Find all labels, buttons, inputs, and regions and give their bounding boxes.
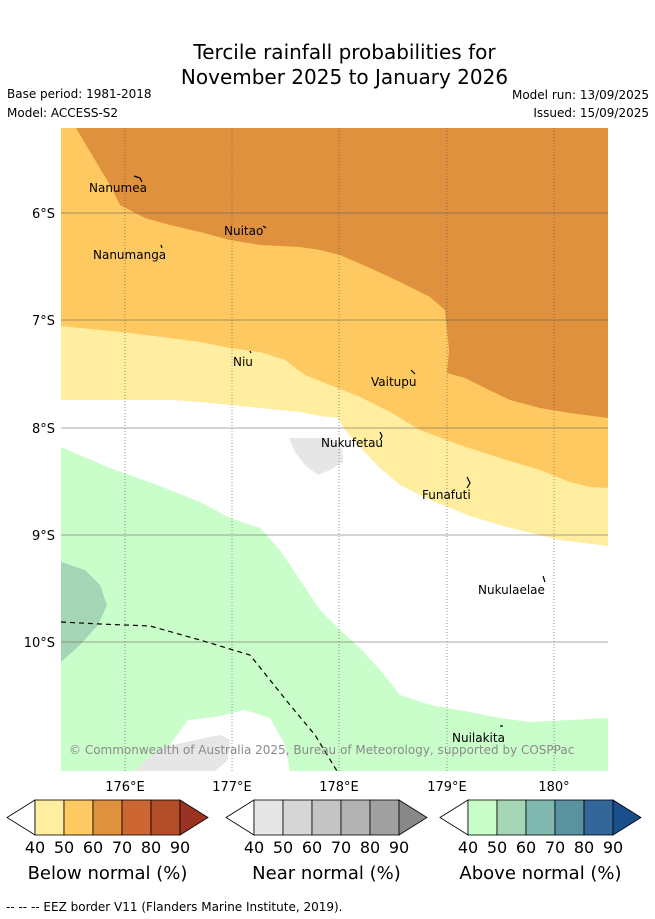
colorbar-extend-high (398, 799, 428, 836)
near-normal-50-patch (289, 438, 343, 475)
colorbar-segment (63, 799, 94, 836)
colorbar-tick-label: 50 (487, 838, 507, 857)
copyright-note: © Commonwealth of Australia 2025, Bureau… (69, 743, 574, 757)
eez-border (61, 621, 338, 771)
colorbar-tick-label: 90 (170, 838, 190, 857)
colorbar-segment (496, 799, 527, 836)
island-nanumea (133, 175, 143, 183)
colorbar-tick-label: 50 (273, 838, 293, 857)
colorbar-segment (369, 799, 400, 836)
island-vaitupu (410, 369, 416, 375)
above-normal-60-region (61, 562, 107, 662)
colorbar-1: 40 50 60 70 80 90 Near normal (%) (225, 799, 428, 884)
title-line-1: Tercile rainfall probabilities for (193, 40, 496, 64)
colorbar-tick-label: 70 (545, 838, 565, 857)
colorbar-2: 40 50 60 70 80 90 Above normal (%) (439, 799, 642, 884)
model-name: Model: ACCESS-S2 (7, 106, 119, 120)
colorbar-title: Below normal (%) (28, 863, 188, 884)
above-normal-50-region (61, 447, 608, 771)
colorbar-tick-label: 60 (516, 838, 536, 857)
lon-label: 180° (538, 780, 569, 795)
lat-label: 9°S (32, 529, 55, 544)
latitude-labels: 6°S 7°S 8°S 9°S 10°S (24, 207, 55, 651)
colorbar-tick-label: 80 (141, 838, 161, 857)
lat-label: 6°S (32, 207, 55, 222)
colorbar-tick-label: 40 (244, 838, 264, 857)
island-niu (249, 350, 252, 354)
colorbar-tick-label: 60 (83, 838, 103, 857)
place-label: Nukufetau (321, 436, 383, 450)
colorbar-segment (92, 799, 123, 836)
place-label: Nukulaelae (478, 583, 545, 597)
map-plot-area: Nanumea Nuitao Nanumanga Niu Vaitupu Nuk… (61, 128, 608, 771)
island-funafuti (466, 476, 471, 489)
colorbar-segment (121, 799, 152, 836)
colorbar-tick-label: 40 (25, 838, 45, 857)
base-period: Base period: 1981-2018 (7, 87, 152, 101)
map-title: Tercile rainfall probabilities for Novem… (0, 40, 655, 90)
colorbar-segment (583, 799, 614, 836)
colorbar-0: 40 50 60 70 80 90 Below normal (%) (6, 799, 209, 884)
colorbar-tick-label: 40 (458, 838, 478, 857)
lon-label: 178°E (319, 780, 359, 795)
place-label: Niu (233, 355, 253, 369)
title-line-2: November 2025 to January 2026 (180, 65, 509, 89)
colorbar-extend-high (612, 799, 642, 836)
colorbar-segment (554, 799, 585, 836)
lat-label: 10°S (24, 636, 55, 651)
issued-date: Issued: 15/09/2025 (533, 106, 649, 120)
place-label: Nuilakita (452, 731, 505, 745)
islands (133, 175, 546, 727)
place-label: Nanumanga (93, 248, 166, 262)
place-label: Funafuti (422, 488, 471, 502)
model-run: Model run: 13/09/2025 (511, 88, 649, 102)
colorbar-segment (150, 799, 181, 836)
lon-label: 179°E (427, 780, 467, 795)
colorbar-title: Above normal (%) (459, 863, 621, 884)
lon-label: 177°E (212, 780, 252, 795)
lat-label: 7°S (32, 314, 55, 329)
grid-lines (61, 128, 608, 771)
colorbar-legend: 40 50 60 70 80 90 Below normal (%) 40 50 60 70 80 90… (6, 799, 642, 884)
colorbar-extend-low (6, 799, 36, 836)
lon-label: 176°E (105, 780, 145, 795)
colorbar-title: Near normal (%) (252, 863, 401, 884)
place-label: Nuitao (224, 224, 263, 238)
island-nuitao (262, 225, 267, 229)
colorbar-tick-label: 50 (54, 838, 74, 857)
colorbar-tick-label: 80 (574, 838, 594, 857)
colorbar-extend-low (439, 799, 469, 836)
below-normal-70-region (76, 128, 608, 418)
near-normal-50-patch-south (135, 735, 230, 771)
island-nukufetau (379, 431, 383, 441)
colorbar-segment (311, 799, 342, 836)
place-label: Vaitupu (371, 375, 417, 389)
colorbar-tick-label: 80 (360, 838, 380, 857)
lat-label: 8°S (32, 422, 55, 437)
colorbar-tick-label: 90 (603, 838, 623, 857)
colorbar-tick-label: 70 (112, 838, 132, 857)
rainfall-map: Nanumea Nuitao Nanumanga Niu Vaitupu Nuk… (24, 128, 608, 795)
colorbar-segment (467, 799, 498, 836)
colorbar-extend-low (225, 799, 255, 836)
colorbar-segment (253, 799, 284, 836)
eez-note: -- -- -- EEZ border V11 (Flanders Marine… (6, 900, 343, 914)
colorbar-tick-label: 90 (389, 838, 409, 857)
island-nanumanga (160, 244, 163, 249)
colorbar-segment (525, 799, 556, 836)
colorbar-segment (34, 799, 65, 836)
colorbar-tick-label: 70 (331, 838, 351, 857)
colorbar-segment (340, 799, 371, 836)
colorbar-segment (282, 799, 313, 836)
colorbar-extend-high (179, 799, 209, 836)
colorbar-tick-label: 60 (302, 838, 322, 857)
island-nukulaelae (542, 575, 546, 583)
place-label: Nanumea (89, 181, 147, 195)
longitude-labels: 176°E 177°E 178°E 179°E 180° (105, 780, 569, 795)
